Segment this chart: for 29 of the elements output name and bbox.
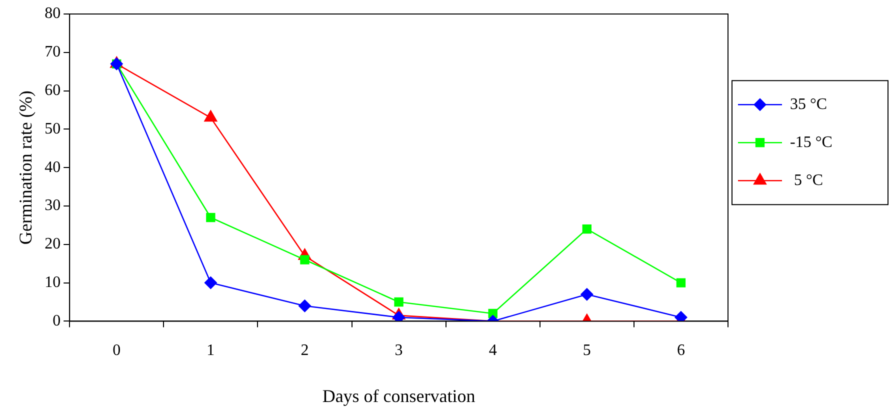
point: [298, 299, 312, 312]
legend-label: 35 °C: [790, 96, 828, 113]
y-tick-label: 10: [44, 274, 61, 292]
x-tick-label: 0: [112, 342, 121, 360]
point: [300, 255, 310, 264]
x-tick-label: 6: [676, 342, 685, 360]
x-tick-label: 5: [582, 342, 591, 360]
point: [580, 288, 594, 301]
y-tick-label: 80: [44, 5, 61, 22]
point: [394, 297, 404, 307]
legend-label: 5 °C: [790, 172, 824, 189]
y-tick-label: 40: [44, 158, 61, 176]
x-tick-label: 4: [488, 342, 497, 360]
y-tick-label: 60: [44, 82, 61, 100]
x-tick-label: 3: [394, 342, 403, 360]
y-axis-title: Germination rate (%): [16, 90, 36, 245]
x-tick-label: 1: [206, 342, 215, 360]
point: [676, 278, 686, 288]
y-tick-label: 30: [44, 197, 61, 214]
y-tick-label: 0: [52, 312, 61, 330]
y-tick-label: 50: [44, 120, 61, 138]
point: [204, 276, 218, 290]
legend-label: -15 °C: [790, 134, 832, 151]
point: [582, 224, 592, 234]
y-tick-label: 20: [44, 236, 61, 253]
point: [206, 212, 216, 222]
x-tick-label: 2: [300, 342, 309, 360]
y-tick-label: 70: [44, 44, 61, 61]
x-axis-title: Days of conservation: [322, 386, 476, 406]
